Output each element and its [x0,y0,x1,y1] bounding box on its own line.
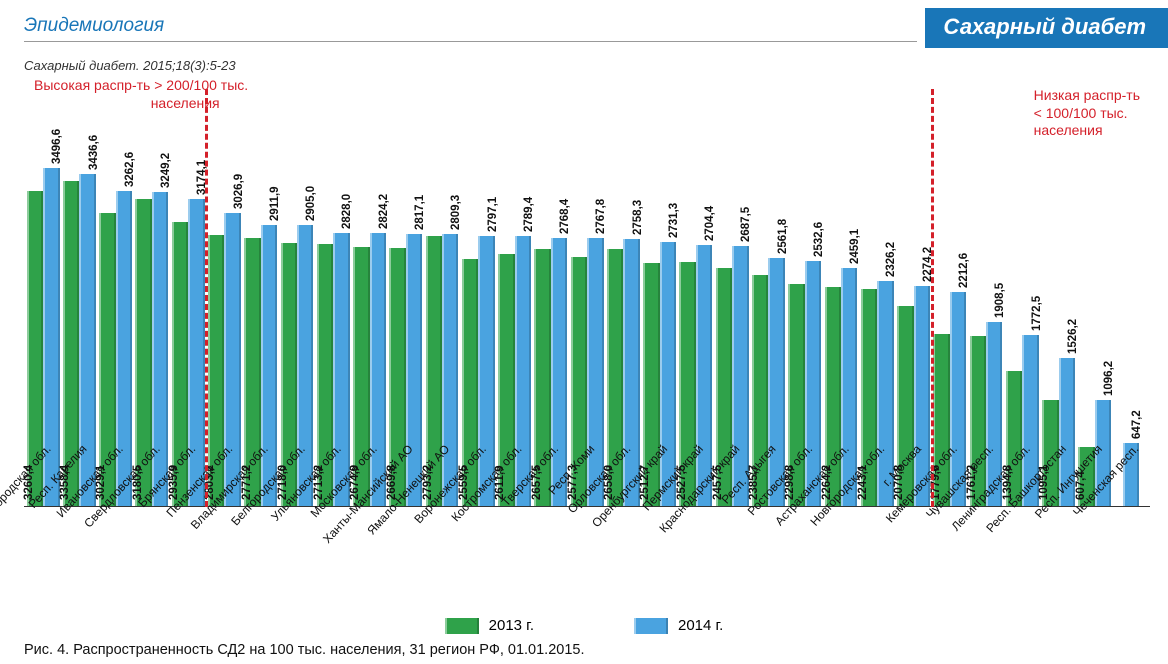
x-label: Ленинградская обл. [1005,440,1039,600]
annotation-low: Низкая распр-ть < 100/100 тыс. населения [1034,87,1140,140]
x-label: Белгородская обл. [280,440,314,600]
x-label: Ивановская обл. [99,440,133,600]
legend-label-2014: 2014 г. [678,617,723,634]
x-label: Чеченская респ. [1114,440,1148,600]
x-label: Свердловская обл. [135,440,169,600]
header-row: Эпидемиология Сахарный диабет [0,0,1168,48]
x-label: Респ. Башкортостан [1041,440,1075,600]
swatch-2013 [445,618,479,634]
divider-line [931,89,934,507]
figure-caption: Рис. 4. Распространенность СД2 на 100 ты… [24,642,585,658]
x-label: Тверская обл. [534,440,568,600]
x-label: Краснодарский край [715,440,749,600]
x-label: Астраханская обл. [824,440,858,600]
x-label: Пермский край [679,440,713,600]
citation: Сахарный диабет. 2015;18(3):5-23 [0,48,1168,73]
x-label: г. Москва [896,440,930,600]
journal-badge: Сахарный диабет [925,8,1168,48]
x-label: Костромская обл. [497,440,531,600]
legend-item-2013: 2013 г. [445,617,534,634]
legend-item-2014: 2014 г. [634,617,723,634]
x-label: Респ. Ингушетия [1078,440,1112,600]
legend: 2013 г. 2014 г. [0,617,1168,634]
swatch-2014 [634,618,668,634]
x-label: Владимирская обл. [244,440,278,600]
x-label: Нижегородская обл. [26,440,60,600]
x-label: Орловская обл. [606,440,640,600]
divider-line [205,89,208,507]
annotation-high: Высокая распр-ть > 200/100 тыс. населени… [34,77,248,112]
bar-value-2014: 647,2 [1131,411,1143,440]
legend-label-2013: 2013 г. [489,617,534,634]
section-title: Эпидемиология [24,15,917,42]
x-label: Воронежская обл. [461,440,495,600]
x-axis-labels: Нижегородская обл.Респ. КарелияИвановска… [24,440,1150,600]
